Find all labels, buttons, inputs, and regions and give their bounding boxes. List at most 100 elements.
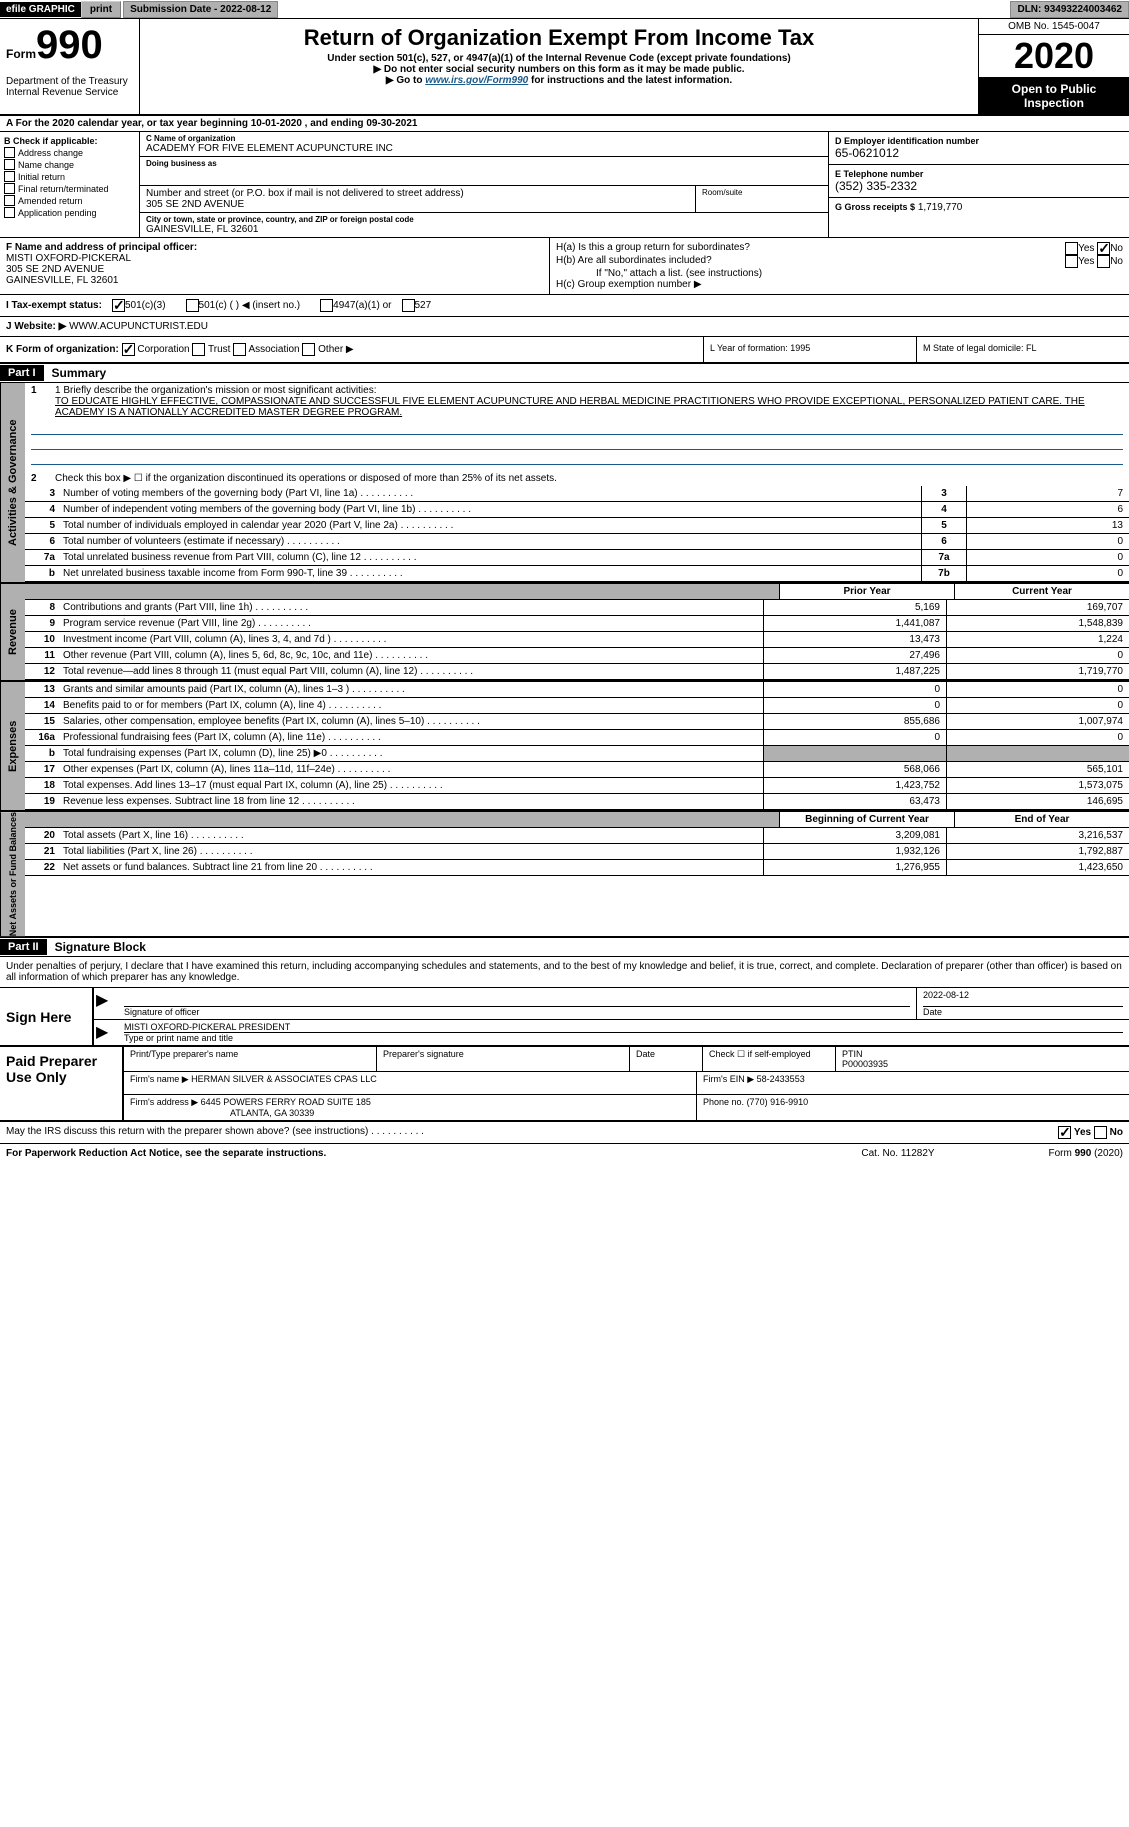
financial-line: 21Total liabilities (Part X, line 26)1,9… [25,844,1129,860]
l-year: L Year of formation: 1995 [703,337,916,362]
501c-check[interactable] [186,299,199,312]
room-label: Room/suite [696,186,828,212]
check-amended[interactable]: Amended return [4,195,135,206]
governance-line: 4Number of independent voting members of… [25,502,1129,518]
check-final[interactable]: Final return/terminated [4,183,135,194]
financial-line: 13Grants and similar amounts paid (Part … [25,682,1129,698]
ptin-value: P00003935 [842,1059,1123,1069]
preparer-name-label: Print/Type preparer's name [124,1047,377,1071]
j-label: J Website: ▶ [6,321,66,332]
ha-no[interactable] [1097,242,1110,255]
sig-label: Signature of officer [124,1007,910,1017]
instructions-link[interactable]: www.irs.gov/Form990 [425,75,528,86]
firm-name-label: Firm's name ▶ [130,1074,189,1084]
begin-year-header: Beginning of Current Year [779,812,954,827]
line-a: A For the 2020 calendar year, or tax yea… [0,116,1129,132]
tax-year: 2020 [979,35,1129,78]
box-d: D Employer identification number 65-0621… [828,132,1129,237]
governance-section: Activities & Governance 1 1 Briefly desc… [0,383,1129,584]
financial-line: 20Total assets (Part X, line 16)3,209,08… [25,828,1129,844]
hb-yes[interactable] [1065,255,1078,268]
501c3-check[interactable] [112,299,125,312]
financial-line: 14Benefits paid to or for members (Part … [25,698,1129,714]
form-header: Form990 Department of the Treasury Inter… [0,19,1129,116]
org-name-label: C Name of organization [146,134,822,143]
part2-badge: Part II [0,939,47,955]
expenses-section: Expenses 13Grants and similar amounts pa… [0,682,1129,812]
sign-section: Sign Here ▶ Signature of officer 2022-08… [0,988,1129,1047]
check-name[interactable]: Name change [4,159,135,170]
firm-addr2: ATLANTA, GA 30339 [130,1108,314,1118]
4947-check[interactable] [320,299,333,312]
footer-mid: Cat. No. 11282Y [823,1148,973,1159]
note-2: ▶ Go to www.irs.gov/Form990 for instruct… [150,75,968,86]
part2-title: Signature Block [47,938,154,956]
form-990-page: efile GRAPHIC print Submission Date - 20… [0,0,1129,1163]
paid-label: Paid Preparer Use Only [0,1047,122,1120]
prior-year-header: Prior Year [779,584,954,599]
trust-check[interactable] [192,343,205,356]
check-address[interactable]: Address change [4,147,135,158]
check-initial[interactable]: Initial return [4,171,135,182]
efile-button[interactable]: efile GRAPHIC [0,2,81,17]
street-label: Number and street (or P.O. box if mail i… [146,188,689,199]
submission-date: Submission Date - 2022-08-12 [123,1,278,18]
website-value: WWW.ACUPUNCTURIST.EDU [69,321,208,332]
discuss-text: May the IRS discuss this return with the… [6,1126,368,1137]
governance-line: bNet unrelated business taxable income f… [25,566,1129,582]
corp-check[interactable] [122,343,135,356]
hb-label: H(b) Are all subordinates included? [556,255,712,268]
m-state: M State of legal domicile: FL [916,337,1129,362]
box-c: C Name of organization ACADEMY FOR FIVE … [140,132,828,237]
firm-phone-label: Phone no. [703,1097,744,1107]
officer-addr1: 305 SE 2ND AVENUE [6,264,543,275]
assoc-check[interactable] [233,343,246,356]
firm-ein-label: Firm's EIN ▶ [703,1074,754,1084]
other-check[interactable] [302,343,315,356]
financial-line: 19Revenue less expenses. Subtract line 1… [25,794,1129,810]
financial-line: 12Total revenue—add lines 8 through 11 (… [25,664,1129,680]
governance-line: 7aTotal unrelated business revenue from … [25,550,1129,566]
mission-text: TO EDUCATE HIGHLY EFFECTIVE, COMPASSIONA… [55,396,1085,418]
sign-here-label: Sign Here [0,988,92,1045]
header-left: Form990 Department of the Treasury Inter… [0,19,140,114]
paid-preparer-section: Paid Preparer Use Only Print/Type prepar… [0,1047,1129,1122]
hb-note: If "No," attach a list. (see instruction… [556,268,1123,279]
financial-line: 9Program service revenue (Part VIII, lin… [25,616,1129,632]
firm-name: HERMAN SILVER & ASSOCIATES CPAS LLC [191,1074,377,1084]
phone-label: E Telephone number [835,169,1123,179]
ha-yes[interactable] [1065,242,1078,255]
governance-side-label: Activities & Governance [0,383,25,582]
financial-line: bTotal fundraising expenses (Part IX, co… [25,746,1129,762]
governance-line: 5Total number of individuals employed in… [25,518,1129,534]
officer-name: MISTI OXFORD-PICKERAL [6,253,543,264]
note2-post: for instructions and the latest informat… [528,75,732,86]
check-pending[interactable]: Application pending [4,207,135,218]
mission-label: 1 Briefly describe the organization's mi… [55,385,377,396]
revenue-side-label: Revenue [0,584,25,680]
firm-phone: (770) 916-9910 [747,1097,809,1107]
form-title: Return of Organization Exempt From Incom… [150,25,968,51]
financial-line: 22Net assets or fund balances. Subtract … [25,860,1129,876]
city-label: City or town, state or province, country… [146,215,822,224]
hb-no[interactable] [1097,255,1110,268]
hc-label: H(c) Group exemption number ▶ [556,279,1123,290]
discuss-no[interactable] [1094,1126,1107,1139]
firm-addr-label: Firm's address ▶ [130,1097,198,1107]
discuss-yes[interactable] [1058,1126,1071,1139]
fin-header: Prior Year Current Year [25,584,1129,600]
top-toolbar: efile GRAPHIC print Submission Date - 20… [0,0,1129,19]
preparer-sig-label: Preparer's signature [377,1047,630,1071]
tax-exempt-row: I Tax-exempt status: 501(c)(3) 501(c) ( … [0,295,1129,317]
box-b-label: B Check if applicable: [4,136,135,146]
department-label: Department of the Treasury Internal Reve… [6,76,133,98]
dln-label: DLN: 93493224003462 [1010,1,1129,18]
net-side-label: Net Assets or Fund Balances [0,812,25,936]
arrow-icon: ▶ [94,1020,118,1045]
page-footer: For Paperwork Reduction Act Notice, see … [0,1144,1129,1163]
section-bcd: B Check if applicable: Address change Na… [0,132,1129,238]
financial-line: 8Contributions and grants (Part VIII, li… [25,600,1129,616]
527-check[interactable] [402,299,415,312]
governance-line: 6Total number of volunteers (estimate if… [25,534,1129,550]
print-button[interactable]: print [81,1,121,18]
